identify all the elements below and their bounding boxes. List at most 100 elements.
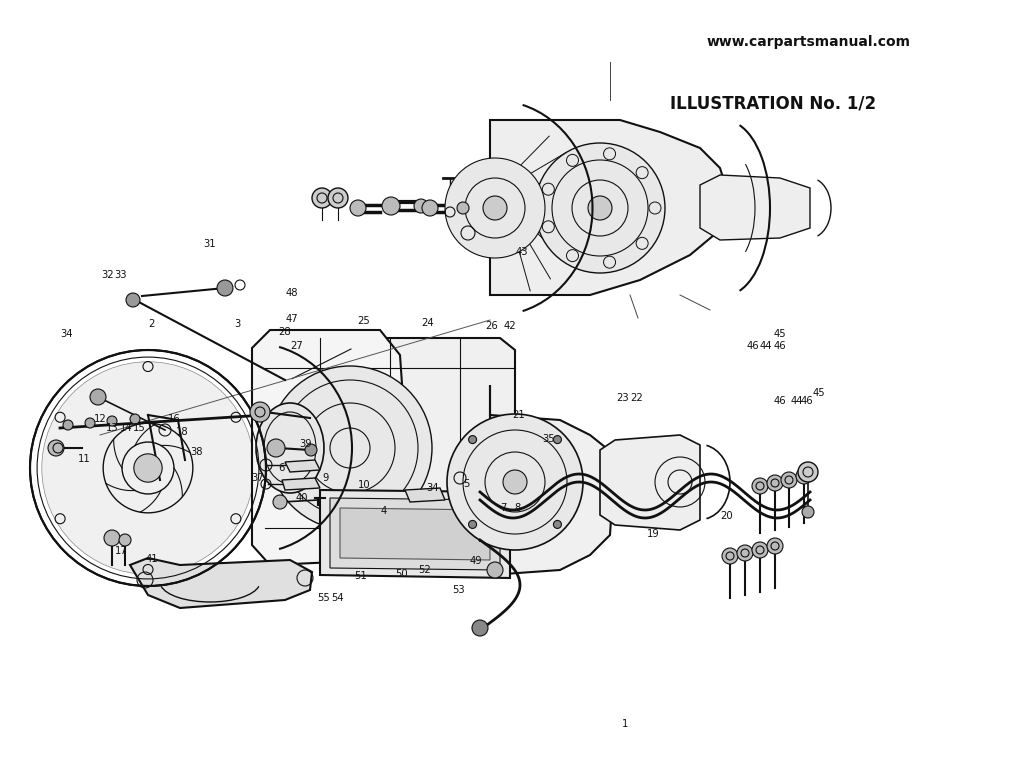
Circle shape: [767, 475, 783, 491]
Polygon shape: [406, 488, 445, 502]
Text: 28: 28: [279, 326, 291, 337]
Text: 34: 34: [60, 329, 73, 339]
Circle shape: [350, 200, 366, 216]
Text: 17: 17: [115, 546, 127, 557]
Polygon shape: [252, 330, 410, 565]
Circle shape: [268, 366, 432, 530]
Circle shape: [483, 196, 507, 220]
Circle shape: [328, 188, 348, 208]
Circle shape: [119, 534, 131, 546]
Text: www.carpartsmanual.com: www.carpartsmanual.com: [707, 35, 911, 49]
Circle shape: [752, 542, 768, 558]
Polygon shape: [265, 338, 515, 558]
Text: 45: 45: [774, 329, 786, 339]
Circle shape: [312, 188, 332, 208]
Circle shape: [445, 158, 545, 258]
Text: 22: 22: [631, 392, 643, 403]
Circle shape: [305, 444, 317, 456]
Text: 18: 18: [176, 426, 188, 437]
Circle shape: [781, 472, 797, 488]
Circle shape: [796, 468, 812, 484]
Text: 41: 41: [145, 554, 158, 564]
Polygon shape: [600, 435, 700, 530]
Text: 40: 40: [296, 492, 308, 503]
Text: 43: 43: [516, 247, 528, 257]
Text: 49: 49: [470, 555, 482, 566]
Text: 47: 47: [286, 313, 298, 324]
Text: 54: 54: [332, 592, 344, 603]
Text: 26: 26: [485, 321, 498, 332]
Circle shape: [63, 420, 73, 430]
Text: 16: 16: [168, 413, 180, 424]
Circle shape: [106, 416, 117, 426]
Text: 39: 39: [299, 439, 311, 449]
Text: 38: 38: [190, 446, 203, 457]
Text: 46: 46: [774, 396, 786, 406]
Text: 44: 44: [760, 340, 772, 351]
Polygon shape: [490, 385, 615, 575]
Circle shape: [469, 435, 476, 444]
Text: 50: 50: [395, 569, 408, 580]
Polygon shape: [490, 120, 730, 295]
Text: 23: 23: [616, 392, 629, 403]
Circle shape: [457, 202, 469, 214]
Circle shape: [267, 439, 285, 457]
Text: 21: 21: [512, 409, 524, 420]
Text: 9: 9: [323, 472, 329, 483]
Text: 33: 33: [115, 270, 127, 280]
Text: 31: 31: [204, 239, 216, 250]
Circle shape: [588, 196, 612, 220]
Text: 8: 8: [514, 503, 520, 514]
Text: 2: 2: [148, 319, 155, 329]
Circle shape: [535, 143, 665, 273]
Text: 15: 15: [133, 422, 145, 433]
Text: 55: 55: [317, 592, 330, 603]
Polygon shape: [285, 460, 319, 472]
Text: 34: 34: [426, 482, 438, 493]
Text: ILLUSTRATION No. 1/2: ILLUSTRATION No. 1/2: [670, 94, 877, 113]
Ellipse shape: [256, 403, 324, 493]
Polygon shape: [700, 175, 810, 240]
Text: 32: 32: [101, 270, 114, 280]
Text: 7: 7: [501, 503, 507, 514]
Circle shape: [737, 545, 753, 561]
Text: 53: 53: [453, 584, 465, 595]
Circle shape: [447, 414, 583, 550]
Circle shape: [469, 521, 476, 528]
Polygon shape: [319, 490, 510, 578]
Circle shape: [273, 495, 287, 509]
Circle shape: [217, 280, 233, 296]
Text: 6: 6: [279, 463, 285, 474]
Circle shape: [553, 435, 561, 444]
Circle shape: [422, 200, 438, 216]
Circle shape: [85, 418, 95, 428]
Text: 25: 25: [357, 316, 370, 326]
Text: 37: 37: [252, 472, 264, 483]
Circle shape: [798, 462, 818, 482]
Circle shape: [134, 454, 162, 482]
Text: 46: 46: [774, 340, 786, 351]
Text: 52: 52: [419, 564, 431, 575]
Circle shape: [130, 414, 140, 424]
Text: 5: 5: [463, 478, 469, 489]
Polygon shape: [282, 478, 319, 490]
Text: 1: 1: [622, 719, 628, 730]
Circle shape: [503, 470, 527, 494]
Circle shape: [472, 620, 488, 636]
Circle shape: [722, 548, 738, 564]
Circle shape: [767, 538, 783, 554]
Circle shape: [487, 562, 503, 578]
Text: 46: 46: [801, 396, 813, 406]
Text: 10: 10: [358, 480, 371, 491]
Circle shape: [104, 530, 120, 546]
Circle shape: [126, 293, 140, 307]
Circle shape: [250, 402, 270, 422]
Text: 45: 45: [813, 388, 825, 399]
Circle shape: [802, 506, 814, 518]
Circle shape: [48, 440, 63, 456]
Polygon shape: [330, 498, 500, 570]
Polygon shape: [340, 508, 490, 560]
Text: 48: 48: [286, 288, 298, 299]
Text: 3: 3: [234, 319, 241, 329]
Text: 19: 19: [647, 528, 659, 539]
